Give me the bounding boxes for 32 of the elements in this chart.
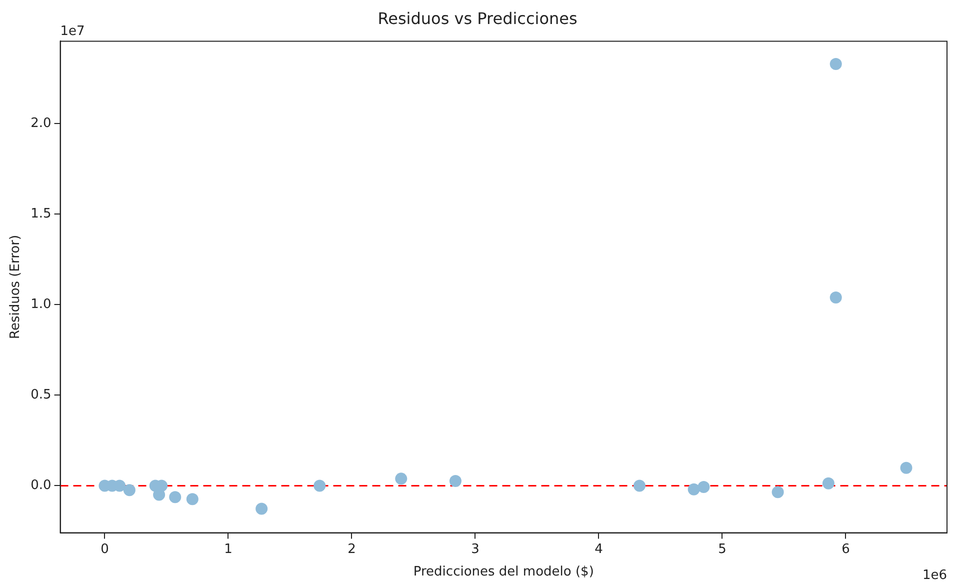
point [900, 462, 912, 474]
text: 1e6 [922, 568, 947, 583]
chart-title: Residuos vs Predicciones [378, 8, 578, 28]
x-tick-label: 0 [100, 542, 109, 557]
text: 1e7 [60, 24, 85, 40]
x-tick-label: 5 [718, 542, 726, 557]
y-tick-label: 2.0 [30, 116, 52, 132]
point [395, 472, 408, 485]
x-axis-title: Predicciones del modelo ($) [413, 564, 594, 580]
point [822, 477, 834, 490]
y-axis-title: Residuos (Error) [8, 234, 24, 340]
y-tick-label: 0.5 [30, 388, 52, 403]
x-tick-label: 6 [842, 542, 850, 557]
point [830, 292, 842, 304]
y-tick-label: 1.0 [30, 297, 52, 312]
point [772, 486, 784, 498]
point [314, 480, 326, 492]
point [169, 491, 182, 504]
point [830, 58, 842, 70]
x-tick-label: 1 [224, 542, 232, 557]
point [633, 480, 646, 492]
x-tick-label: 2 [348, 542, 356, 557]
y-tick-label: 1.5 [30, 206, 52, 222]
y-tick-label: 0.0 [30, 478, 52, 494]
point [123, 484, 136, 496]
point [256, 502, 268, 515]
point [449, 475, 462, 488]
x-tick-label: 3 [471, 542, 480, 557]
x-tick-label: 4 [594, 542, 603, 557]
point [698, 481, 710, 494]
point [688, 483, 700, 496]
point [186, 493, 198, 506]
